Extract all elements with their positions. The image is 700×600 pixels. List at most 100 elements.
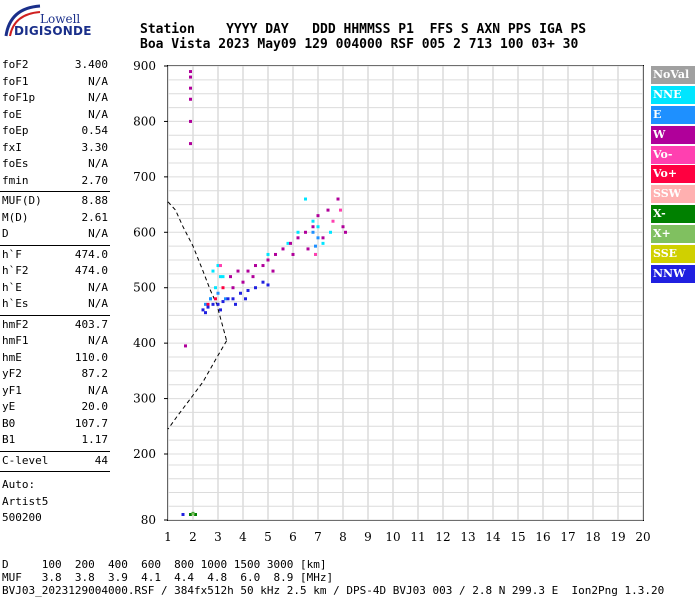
footer-file-info: BVJ03_2023129004000.RSF / 384fx512h 50 k…: [2, 584, 665, 597]
y-tick-label: 300: [133, 392, 156, 406]
echo-point-nnw: [204, 311, 207, 315]
footer-info: D 100 200 400 600 800 1000 1500 3000 [km…: [2, 558, 664, 597]
echo-point-nnw: [244, 297, 247, 301]
footer-muf-row: MUF 3.8 3.8 3.9 4.1 4.4 4.8 6.0 8.9 [MHz…: [2, 571, 334, 584]
param-fof1p: foF1p N/A: [2, 91, 108, 105]
echo-point-e: [204, 302, 207, 306]
echo-point-nne: [286, 241, 290, 245]
plot-frame: [167, 65, 644, 521]
echo-point-w: [311, 225, 315, 229]
param-clevel: C-level 44: [2, 454, 108, 468]
x-tick-label: 6: [289, 530, 297, 544]
param-separator: [0, 450, 110, 452]
echo-point-nne: [216, 264, 220, 268]
param-label: fxI: [2, 140, 22, 154]
echo-point-nnw: [206, 305, 210, 309]
legend-item-noval: NoVal: [651, 66, 695, 84]
param-label: h`E: [2, 280, 22, 294]
echo-point-w: [341, 225, 345, 229]
y-tick-label: 200: [133, 447, 156, 461]
profile-curve: [167, 201, 228, 430]
param-label: foE: [2, 107, 22, 121]
param-value: 474.0: [74, 264, 108, 277]
y-axis-ticks: 80 200 300 400 500 600 700 800 900: [133, 59, 168, 527]
param-label: yF2: [2, 367, 22, 380]
param-value: 2.61: [81, 210, 109, 224]
param-value: N/A: [88, 157, 108, 170]
echo-point-nnw: [201, 308, 205, 312]
param-value: 1.17: [81, 433, 109, 446]
param-hes: h`Es N/A: [2, 297, 108, 311]
echo-point-w: [189, 97, 192, 101]
logo-line2: DIGISONDE: [14, 24, 92, 38]
echo-point-w: [189, 142, 192, 146]
x-tick-label: 16: [535, 530, 550, 544]
param-d: D N/A: [2, 227, 108, 241]
echo-point-vo: [219, 264, 222, 268]
param-label: M(D): [2, 210, 29, 224]
x-axis-ticks: 1 2 3 4 5 6 7 8 9 10 11 12 13 14 15 16 17 18 19 20: [164, 530, 650, 544]
echo-point-nne: [221, 275, 225, 279]
param-label: hmF2: [2, 317, 29, 331]
x-tick-label: 19: [610, 530, 625, 544]
logo-arc-icon: [4, 4, 41, 37]
header-line2: Boa Vista 2023 May09 129 004000 RSF 005 …: [140, 37, 579, 52]
param-value: 2.70: [81, 173, 109, 187]
param-hmf1: hmF1 N/A: [2, 334, 108, 348]
echo-point-nne: [316, 225, 320, 229]
x-tick-label: 5: [264, 530, 272, 544]
echo-point-w: [326, 208, 330, 212]
echo-point-w: [281, 247, 285, 251]
echo-point-nnw: [211, 302, 215, 306]
param-label: foF1: [2, 74, 29, 88]
param-fmin: fmin 2.70: [2, 174, 108, 188]
x-tick-label: 1: [164, 530, 172, 544]
param-value: 8.88: [81, 194, 109, 207]
echo-point-w: [266, 258, 270, 262]
y-tick-label: 700: [133, 170, 156, 184]
echo-point-nnw: [226, 297, 230, 301]
param-label: h`F2: [2, 264, 29, 277]
param-separator: [0, 191, 110, 192]
param-fof1: foF1 N/A: [2, 75, 108, 89]
param-value: 0.54: [81, 124, 109, 137]
param-label: yE: [2, 400, 16, 413]
param-value: 87.2: [81, 367, 109, 380]
x-tick-label: 17: [560, 530, 575, 544]
param-separator: [0, 471, 110, 472]
legend-item-nnw: NNW: [651, 264, 695, 283]
param-value: N/A: [88, 280, 108, 294]
param-b0: B0 107.7: [2, 417, 108, 431]
param-value: 20.0: [81, 400, 109, 413]
legend-item-vo: Vo+: [651, 165, 695, 184]
param-mufd: MUF(D) 8.88: [2, 194, 108, 208]
echo-point-nnw: [219, 308, 222, 312]
auto-scaling-text: Artist5: [2, 494, 49, 508]
echo-point-nnw: [254, 286, 257, 290]
echo-point-nnw: [234, 302, 237, 306]
param-value: 110.0: [74, 350, 108, 364]
echo-point-w: [189, 70, 192, 74]
x-tick-label: 13: [460, 530, 475, 544]
x-tick-label: 7: [314, 530, 322, 544]
chart-grid: [167, 65, 644, 521]
param-separator: [0, 244, 110, 246]
param-label: hmF1: [2, 334, 29, 347]
echo-point-x: [189, 513, 192, 516]
legend-item-x: X+: [651, 225, 695, 244]
x-tick-label: 8: [339, 530, 347, 544]
echo-point-w: [306, 247, 310, 251]
param-value: 403.7: [74, 317, 108, 331]
param-value: N/A: [88, 74, 108, 88]
echo-point-nnw: [266, 283, 270, 287]
echo-point-vo: [314, 252, 317, 256]
echo-point-e: [316, 236, 320, 240]
x-tick-label: 12: [435, 530, 450, 544]
x-tick-label: 20: [635, 530, 650, 544]
echo-point-vo: [221, 286, 225, 290]
echo-point-nnw: [261, 280, 265, 284]
x-tick-label: 10: [385, 530, 400, 544]
echo-point-nnw: [181, 513, 185, 516]
echo-point-e: [216, 291, 220, 295]
